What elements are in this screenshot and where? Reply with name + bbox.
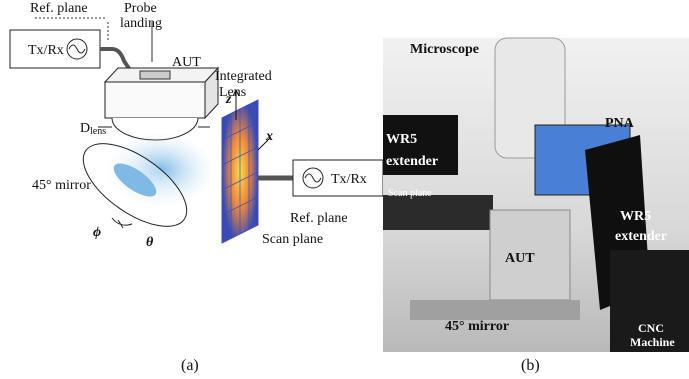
label: WR5: [386, 132, 417, 147]
label: landing: [120, 16, 162, 31]
figure: Ref. plane Probe landing Tx/Rx AUT Integ…: [0, 0, 689, 379]
label: Scan plane: [388, 188, 432, 199]
block-front: [105, 82, 205, 118]
label: Probe: [124, 1, 157, 16]
label: Microscope: [410, 42, 479, 57]
caption: (a): [181, 357, 199, 374]
panel-a: Ref. plane Probe landing Tx/Rx AUT Integ…: [10, 1, 383, 374]
label: z: [225, 92, 232, 107]
label: Lens: [219, 85, 246, 100]
panel-b: Microscope PNA WR5 extender Scan plane A…: [383, 38, 689, 374]
label: Tx/Rx: [331, 172, 367, 187]
label: 45° mirror: [445, 319, 509, 334]
label: lens: [90, 126, 106, 137]
label: extender: [615, 229, 667, 244]
label: PNA: [605, 116, 635, 131]
label: AUT: [505, 251, 535, 266]
label: Integrated: [215, 69, 272, 84]
label: θ: [146, 235, 154, 250]
label: Scan plane: [262, 232, 323, 247]
label: x: [265, 129, 273, 144]
caption: (b): [521, 357, 540, 374]
label: extender: [386, 154, 438, 169]
label: Ref. plane: [30, 1, 88, 16]
label: Ref. plane: [290, 211, 348, 226]
label: ϕ: [93, 225, 101, 240]
label: Tx/Rx: [28, 43, 64, 58]
label: AUT: [172, 55, 201, 70]
label: CNC: [638, 321, 664, 335]
label: D: [80, 121, 90, 136]
label: WR5: [620, 209, 651, 224]
stage: [383, 195, 493, 230]
rotation-arrows: [112, 218, 132, 228]
label: 45° mirror: [32, 178, 91, 193]
label: Machine: [630, 335, 675, 349]
base: [410, 300, 580, 320]
aut-chip: [140, 71, 170, 79]
